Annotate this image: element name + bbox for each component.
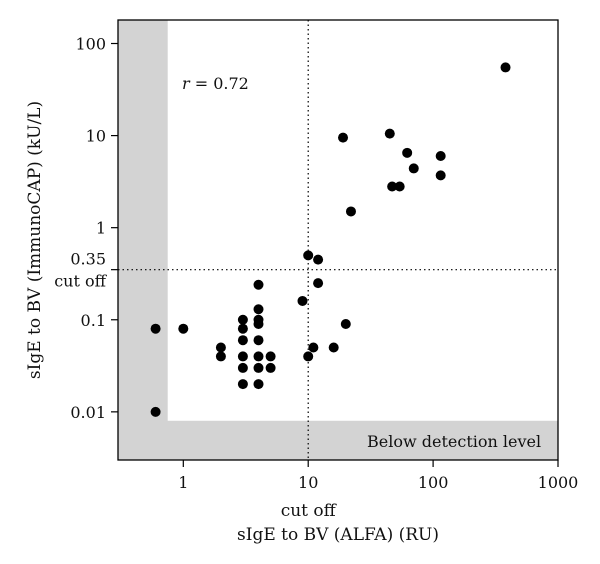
data-point (150, 406, 161, 417)
data-point (265, 362, 276, 373)
y-tick-label: 0.01 (70, 403, 106, 422)
data-point (384, 128, 395, 139)
y-tick-label: 100 (75, 35, 106, 54)
x-tick-label: 100 (418, 473, 449, 492)
below-detection-bottom-band (118, 420, 558, 460)
y-tick-label: 0.1 (81, 311, 106, 330)
x-tick-label: 1000 (538, 473, 579, 492)
x-tick-label: 10 (298, 473, 318, 492)
below-detection-label: Below detection level (367, 432, 541, 451)
data-point (237, 335, 248, 346)
below-detection-left-band (118, 20, 168, 460)
correlation-label: r = 0.72 (182, 74, 249, 93)
data-point (297, 295, 308, 306)
data-point (237, 351, 248, 362)
x-cutoff-label: cut off (281, 501, 338, 521)
data-point (408, 163, 419, 174)
y-tick-label: 1 (96, 219, 106, 238)
y-tick-label: 10 (86, 127, 106, 146)
data-point (237, 362, 248, 373)
data-point (253, 279, 264, 290)
below-detection-shading (118, 20, 558, 460)
data-point (237, 379, 248, 390)
axis-ticks: 1 10 100 1000 0.01 0.1 1 10 100 (70, 35, 578, 492)
data-point (340, 318, 351, 329)
data-point (303, 250, 314, 261)
data-point (265, 351, 276, 362)
y-cutoff-label: cut off (54, 272, 107, 291)
data-point (178, 323, 189, 334)
data-point (253, 379, 264, 390)
data-point (253, 362, 264, 373)
y-cutoff-value-label: 0.35 (70, 250, 106, 269)
data-point (435, 151, 446, 162)
x-tick-label: 1 (178, 473, 188, 492)
data-point (387, 181, 398, 192)
plot-frame (117, 19, 559, 461)
data-point (215, 342, 226, 353)
data-point (253, 335, 264, 346)
data-points (150, 62, 511, 417)
x-axis-title: sIgE to BV (ALFA) (RU) (237, 525, 439, 545)
data-point (150, 323, 161, 334)
data-point (308, 342, 319, 353)
cutoff-lines (118, 20, 558, 460)
data-point (338, 132, 349, 143)
data-point (394, 181, 405, 192)
data-point (402, 147, 413, 158)
data-point (303, 351, 314, 362)
data-point (253, 351, 264, 362)
data-point (237, 323, 248, 334)
data-point (313, 254, 324, 265)
data-point (253, 318, 264, 329)
data-point (328, 342, 339, 353)
data-point (500, 62, 511, 73)
data-point (435, 170, 446, 181)
data-point (215, 351, 226, 362)
data-point (237, 314, 248, 325)
data-point (345, 206, 356, 217)
data-point (313, 278, 324, 289)
data-point (253, 304, 264, 315)
y-axis-title: sIgE to BV (ImmunoCAP) (kU/L) (25, 101, 45, 379)
